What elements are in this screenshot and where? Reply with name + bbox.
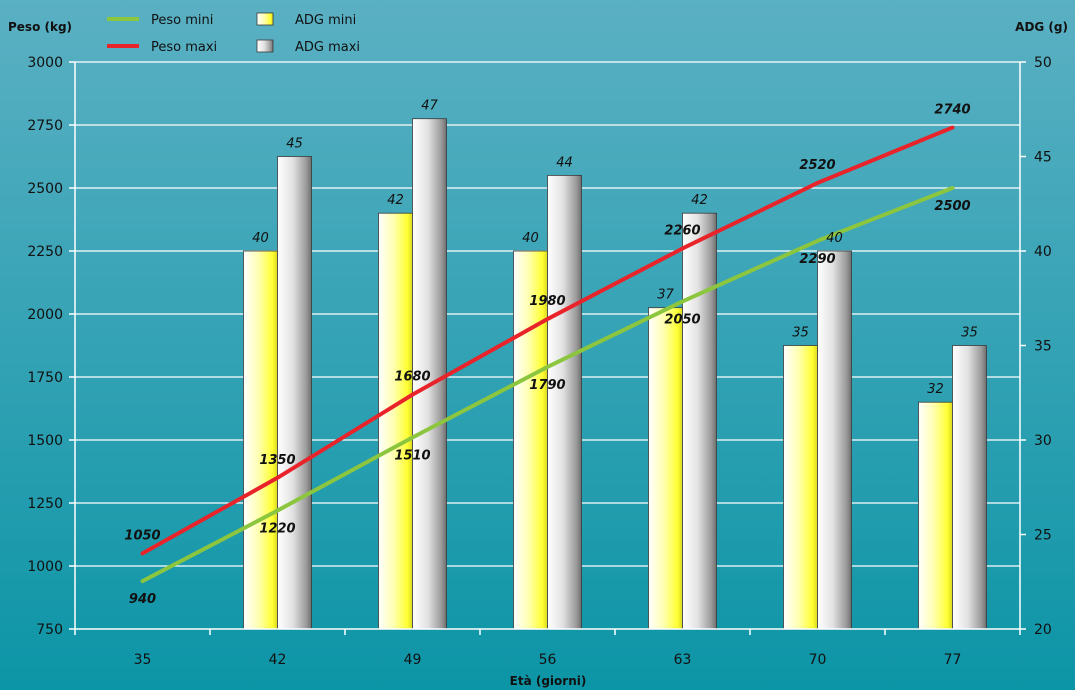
legend-swatch-adg-mini bbox=[256, 12, 274, 26]
bar-data-label: 40 bbox=[252, 231, 269, 246]
bar-adg-maxi bbox=[817, 250, 852, 630]
legend: Peso mini Peso maxi ADG mini ADG maxi bbox=[107, 12, 360, 55]
bar-adg-maxi bbox=[682, 212, 717, 630]
y-left-tick-label: 3000 bbox=[27, 55, 63, 71]
bar-adg-maxi bbox=[277, 156, 312, 630]
line-data-label: 2290 bbox=[799, 252, 835, 267]
y-right-axis-title: ADG (g) bbox=[1015, 20, 1068, 34]
x-tick-label: 42 bbox=[269, 652, 287, 668]
y-right-tick-label: 45 bbox=[1034, 150, 1052, 166]
bar-adg-mini bbox=[243, 250, 278, 630]
legend-label-adg-maxi: ADG maxi bbox=[295, 40, 360, 55]
bar-adg-mini bbox=[513, 250, 548, 630]
bar-data-label: 37 bbox=[657, 288, 674, 303]
line-data-label: 1350 bbox=[259, 453, 295, 468]
data-labels: 40 42 40 37 35 32 45 47 44 42 40 35 1050 1350 1680 1980… bbox=[124, 99, 977, 607]
bar-data-label: 42 bbox=[691, 193, 708, 208]
y-right-tick-label: 40 bbox=[1034, 244, 1052, 260]
legend-label-peso-maxi: Peso maxi bbox=[151, 40, 217, 55]
line-peso-maxi bbox=[140, 125, 955, 556]
line-data-label: 2520 bbox=[799, 158, 835, 173]
x-tick-label: 63 bbox=[674, 652, 692, 668]
x-axis-title: Età (giorni) bbox=[510, 674, 587, 688]
axes: 750 1000 1250 1500 1750 2000 2250 2500 2750 3000 2… bbox=[27, 55, 1051, 668]
bar-data-label: 44 bbox=[556, 155, 573, 170]
line-data-label: 2260 bbox=[664, 223, 700, 238]
bar-data-label: 35 bbox=[961, 326, 978, 341]
line-data-label: 2740 bbox=[934, 103, 970, 118]
y-left-tick-label: 2500 bbox=[27, 181, 63, 197]
x-tick-label: 35 bbox=[134, 652, 152, 668]
bar-adg-maxi bbox=[547, 174, 582, 630]
bar-adg-mini bbox=[783, 345, 818, 630]
y-right-tick-label: 35 bbox=[1034, 339, 1052, 355]
bars bbox=[243, 118, 987, 630]
bar-data-label: 47 bbox=[421, 99, 438, 114]
line-data-label: 2050 bbox=[664, 312, 700, 327]
y-right-tick-label: 30 bbox=[1034, 433, 1052, 449]
bar-data-label: 35 bbox=[792, 326, 809, 341]
line-data-label: 1680 bbox=[394, 370, 430, 385]
y-left-tick-label: 1750 bbox=[27, 370, 63, 386]
y-right-tick-label: 25 bbox=[1034, 528, 1052, 544]
line-data-label: 1790 bbox=[529, 378, 565, 393]
bar-adg-mini bbox=[918, 401, 953, 630]
legend-swatch-adg-maxi bbox=[256, 39, 274, 53]
x-tick-label: 56 bbox=[539, 652, 557, 668]
y-right-tick-label: 50 bbox=[1034, 55, 1052, 71]
y-left-axis-title: Peso (kg) bbox=[8, 20, 72, 34]
y-right-tick-label: 20 bbox=[1034, 622, 1052, 638]
bar-data-label: 32 bbox=[927, 382, 944, 397]
line-data-label: 1220 bbox=[259, 522, 295, 537]
y-left-tick-label: 1250 bbox=[27, 496, 63, 512]
line-data-label: 940 bbox=[129, 592, 156, 607]
x-tick-label: 49 bbox=[404, 652, 422, 668]
x-tick-label: 70 bbox=[809, 652, 827, 668]
line-data-label: 1050 bbox=[124, 528, 160, 543]
line-data-label: 1980 bbox=[529, 294, 565, 309]
bar-adg-mini bbox=[378, 212, 413, 630]
y-left-tick-label: 2250 bbox=[27, 244, 63, 260]
line-data-label: 2500 bbox=[934, 199, 970, 214]
y-left-tick-label: 750 bbox=[36, 622, 63, 638]
bar-data-label: 42 bbox=[387, 193, 404, 208]
y-left-tick-label: 1500 bbox=[27, 433, 63, 449]
lines bbox=[140, 125, 955, 584]
line-data-label: 1510 bbox=[394, 448, 430, 463]
line-peso-mini bbox=[140, 186, 955, 584]
bar-data-label: 40 bbox=[522, 231, 539, 246]
y-left-tick-label: 1000 bbox=[27, 559, 63, 575]
bar-adg-maxi bbox=[952, 345, 987, 630]
bar-adg-mini bbox=[648, 307, 683, 630]
y-left-tick-label: 2750 bbox=[27, 118, 63, 134]
legend-label-peso-mini: Peso mini bbox=[151, 13, 213, 28]
bar-data-label: 45 bbox=[286, 137, 303, 152]
bar-data-label: 40 bbox=[826, 231, 843, 246]
legend-label-adg-mini: ADG mini bbox=[295, 13, 356, 28]
x-tick-label: 77 bbox=[944, 652, 962, 668]
y-left-tick-label: 2000 bbox=[27, 307, 63, 323]
